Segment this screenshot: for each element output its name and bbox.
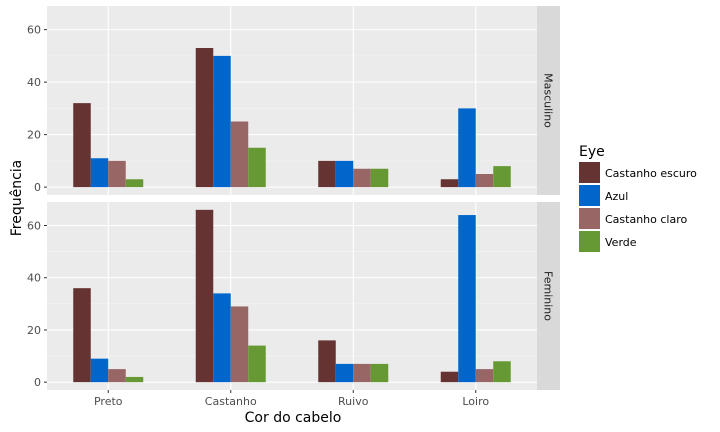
x-tick-label: Preto (94, 395, 123, 408)
legend-label: Azul (605, 190, 628, 203)
bar-masculino-castanho-1 (195, 48, 214, 188)
bar-masculino-loiro-3 (475, 174, 494, 188)
y-tick-label: 20 (27, 324, 41, 337)
panel-feminino: 0 20 40 60 Feminino (27, 202, 560, 390)
bar-feminino-ruivo-1 (318, 340, 336, 383)
bar-masculino-loiro-4 (493, 166, 511, 188)
legend-key (579, 208, 600, 229)
facet-strip-label: Masculino (542, 73, 555, 128)
bar-masculino-castanho-4 (248, 147, 266, 188)
legend-key (579, 162, 600, 183)
bar-masculino-loiro-1 (440, 179, 459, 188)
y-tick-label: 40 (27, 272, 41, 285)
facet-strip (537, 6, 560, 195)
bar-feminino-castanho-2 (213, 293, 231, 383)
bar-masculino-preto-4 (125, 179, 144, 188)
bar-feminino-loiro-3 (475, 369, 494, 383)
x-tick-label: Castanho (205, 395, 257, 408)
legend-key (579, 185, 600, 206)
bar-masculino-ruivo-3 (353, 168, 371, 188)
y-tick-label: 0 (34, 181, 41, 194)
legend-title: Eye (579, 144, 605, 160)
legend: Eye Castanho escuro Azul Castanho claro Ver… (579, 144, 697, 252)
y-tick-label: 60 (27, 24, 41, 37)
legend-key (579, 231, 600, 252)
legend-label: Castanho claro (605, 213, 688, 226)
x-axis-title: Cor do cabelo (245, 410, 342, 426)
bar-feminino-castanho-1 (195, 209, 214, 383)
panel-background (47, 202, 537, 390)
bar-feminino-loiro-4 (493, 361, 511, 383)
y-tick-label: 20 (27, 129, 41, 142)
bar-masculino-ruivo-1 (318, 160, 336, 188)
legend-label: Verde (605, 236, 637, 249)
bar-feminino-preto-4 (125, 376, 144, 383)
bar-feminino-loiro-2 (458, 215, 476, 383)
bar-masculino-ruivo-2 (335, 160, 354, 188)
bar-masculino-preto-2 (90, 158, 109, 188)
bar-feminino-preto-3 (108, 369, 126, 383)
y-tick-label: 0 (34, 376, 41, 389)
bar-masculino-loiro-2 (458, 108, 476, 188)
panel-masculino: 0 20 40 60 Masculino (27, 6, 560, 195)
bar-masculino-ruivo-4 (370, 168, 389, 188)
bar-masculino-castanho-2 (213, 55, 231, 188)
legend-label: Castanho escuro (605, 167, 697, 180)
y-tick-label: 60 (27, 220, 41, 233)
bar-feminino-preto-2 (90, 358, 109, 383)
bar-feminino-preto-1 (73, 288, 91, 383)
bar-feminino-castanho-4 (248, 345, 266, 383)
y-axis-title: Frequência (9, 160, 25, 237)
bar-feminino-ruivo-4 (370, 363, 389, 383)
x-tick-label: Loiro (462, 395, 489, 408)
bar-feminino-loiro-1 (440, 371, 459, 383)
bar-masculino-castanho-3 (230, 121, 249, 188)
bar-feminino-castanho-3 (230, 306, 249, 383)
panel-background (47, 6, 537, 195)
y-tick-label: 40 (27, 76, 41, 89)
bar-masculino-preto-3 (108, 160, 126, 188)
facet-strip (537, 202, 560, 390)
bar-feminino-ruivo-2 (335, 363, 354, 383)
x-tick-label: Ruivo (338, 395, 369, 408)
bar-masculino-preto-1 (73, 103, 91, 188)
bar-feminino-ruivo-3 (353, 363, 371, 383)
facet-strip-label: Feminino (542, 271, 555, 321)
chart-panels: 0 20 40 60 Masculino 0 20 40 60 Feminino Preto Cast… (27, 6, 560, 408)
